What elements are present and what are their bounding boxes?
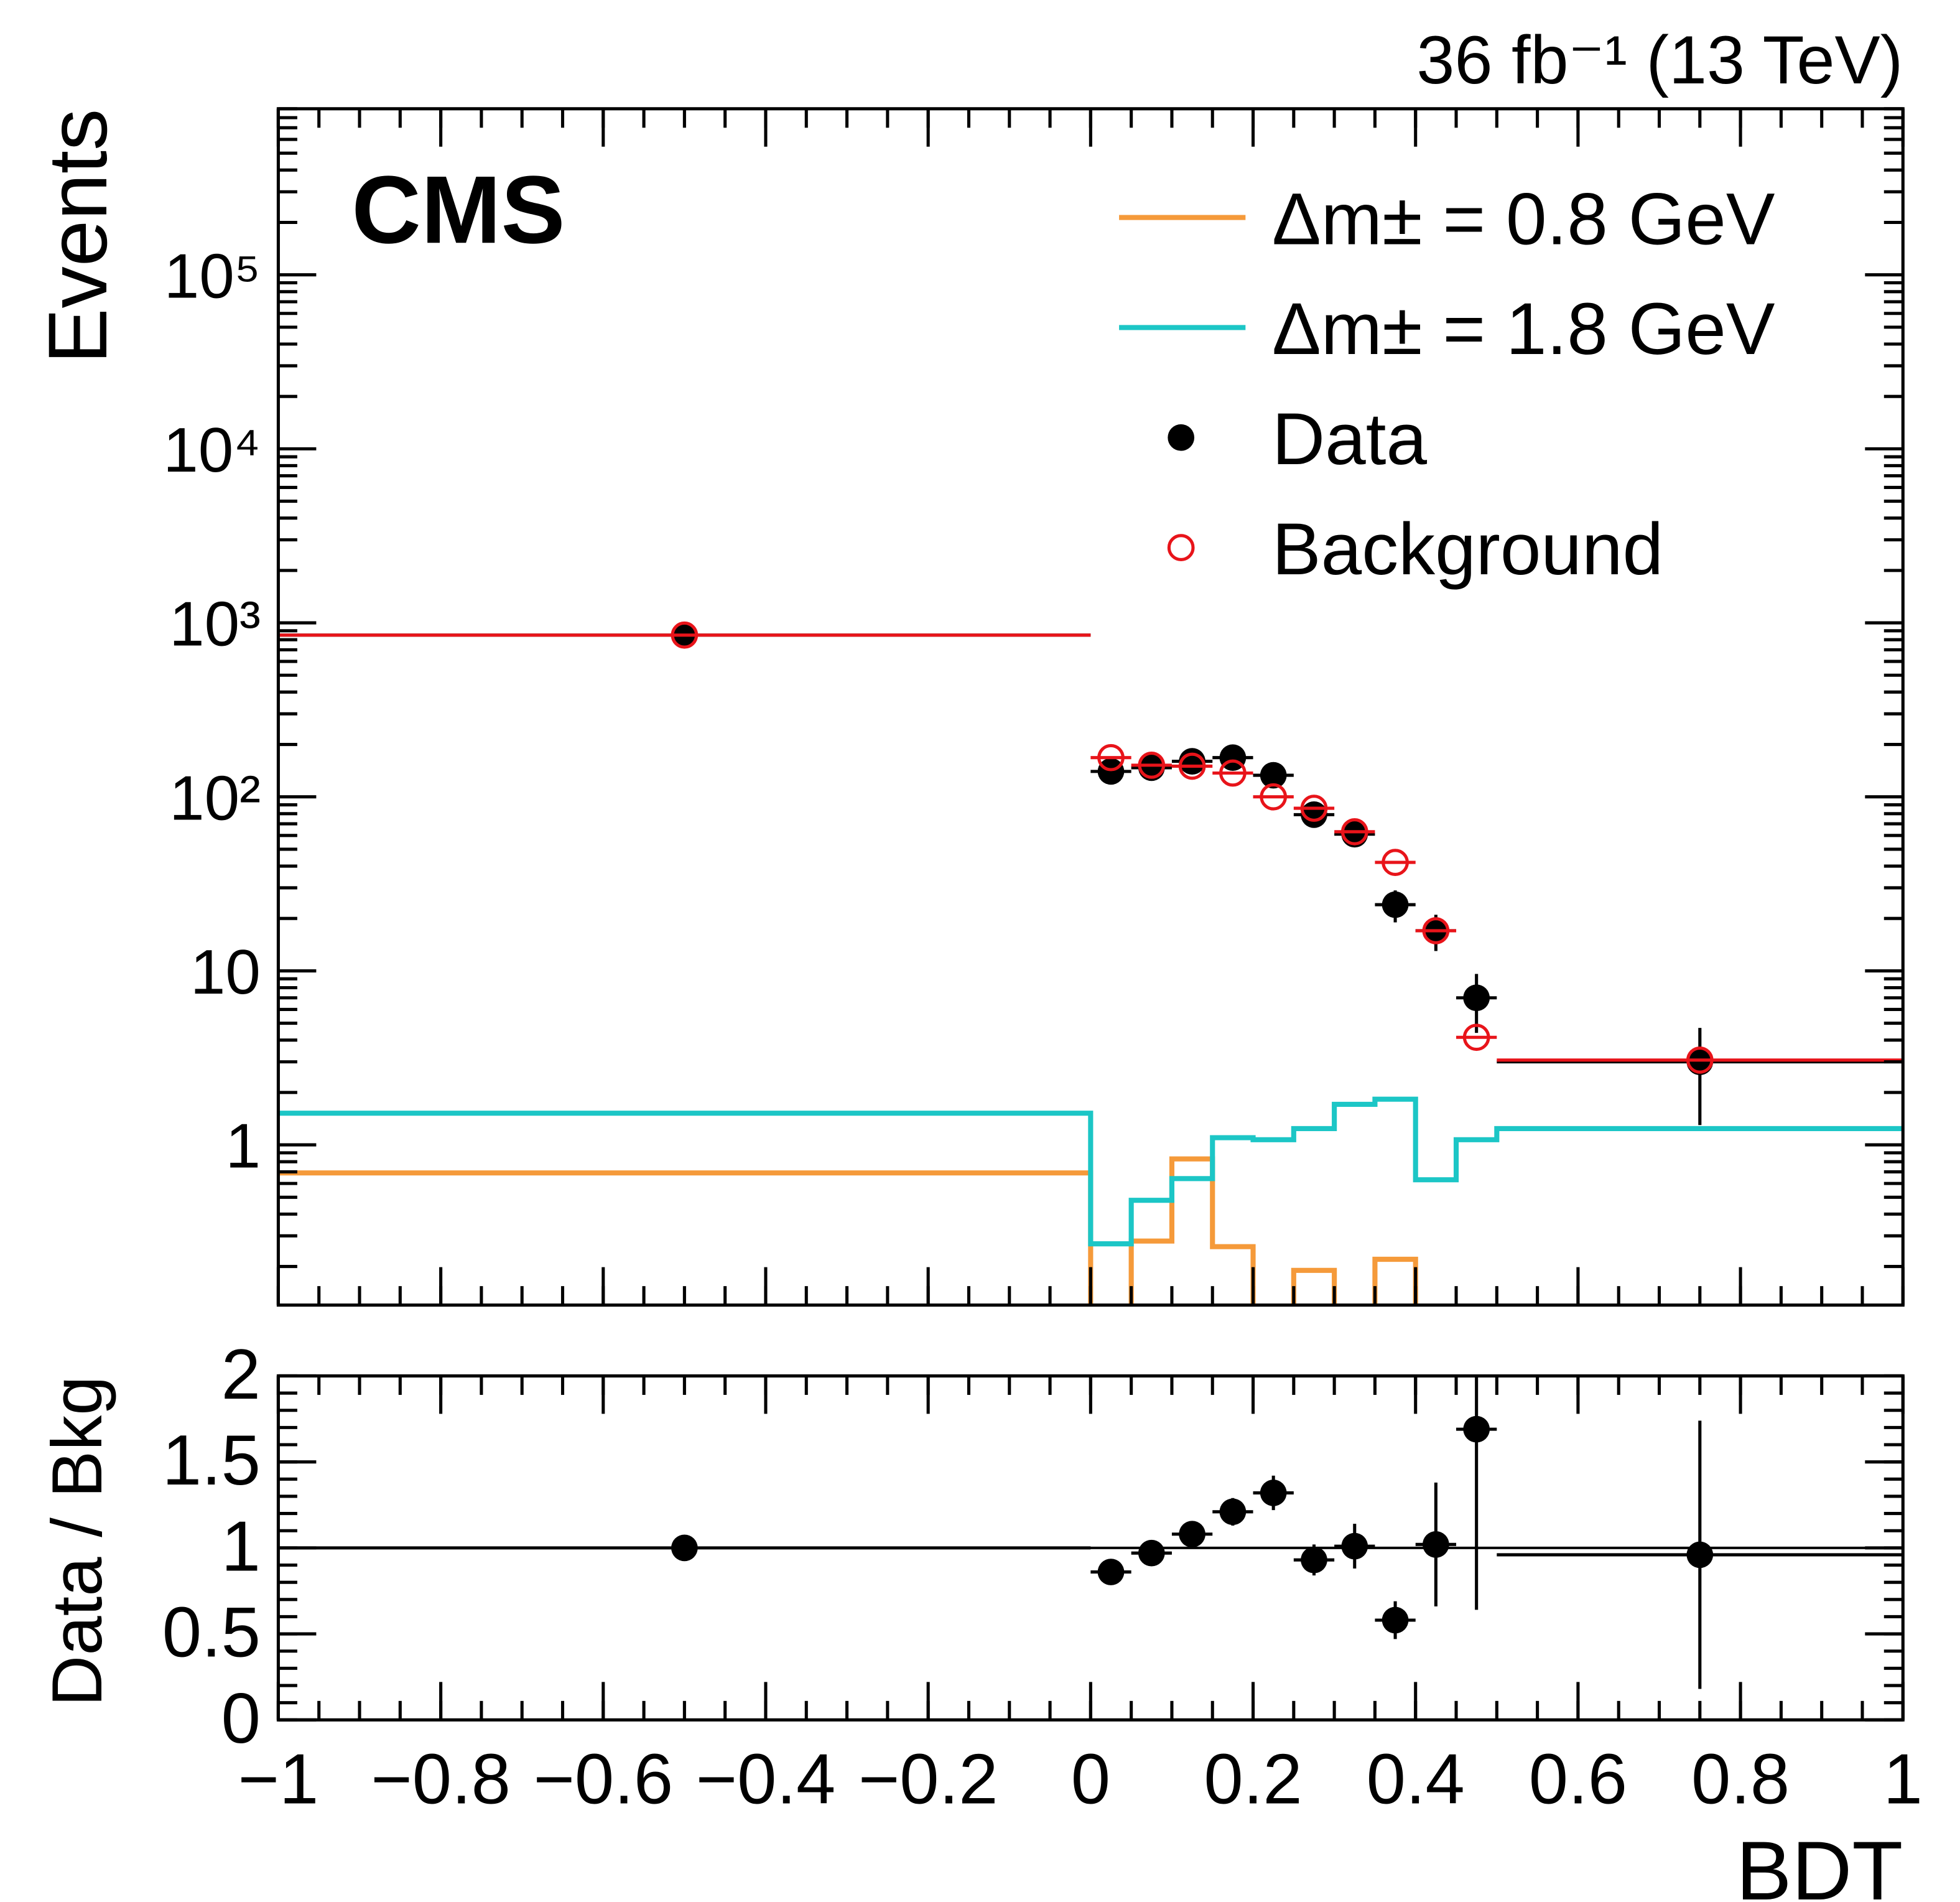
legend-label: Δm± = 1.8 GeV	[1272, 287, 1775, 370]
marker	[1097, 758, 1125, 785]
x-tick-label: −0.6	[533, 1740, 673, 1819]
marker	[1423, 1531, 1449, 1558]
legend-label: Δm± = 0.8 GeV	[1272, 177, 1775, 259]
chart-title: 36 fb⁻¹ (13 TeV)	[1416, 22, 1903, 98]
marker	[1138, 752, 1166, 779]
marker	[1462, 1023, 1490, 1051]
marker	[1219, 759, 1247, 787]
x-tick-label: 0.8	[1691, 1740, 1790, 1819]
y-tick-label: 10³	[169, 589, 261, 660]
x-tick-label: 0	[1071, 1740, 1110, 1819]
x-axis-title: BDT	[1736, 1825, 1903, 1902]
marker	[1178, 752, 1206, 780]
marker	[1382, 891, 1409, 918]
legend-marker	[1167, 534, 1195, 561]
marker	[671, 621, 699, 649]
step-line	[278, 1096, 1903, 1247]
y-tick-label: 10⁵	[164, 240, 261, 311]
y-tick-label: 1	[221, 1507, 261, 1586]
marker	[1382, 849, 1409, 876]
x-tick-label: 0.4	[1367, 1740, 1465, 1819]
marker	[1260, 1480, 1287, 1506]
x-tick-label: 1	[1883, 1740, 1923, 1819]
x-tick-label: −0.8	[371, 1740, 511, 1819]
cms-label: CMS	[351, 156, 565, 263]
x-tick-label: 0.6	[1529, 1740, 1627, 1819]
marker	[671, 1534, 698, 1562]
y-tick-label: 2	[221, 1335, 261, 1414]
y-tick-label: 0	[221, 1679, 261, 1758]
marker	[1463, 1415, 1490, 1443]
legend-label: Data	[1272, 398, 1427, 480]
marker	[1179, 1521, 1205, 1548]
y-tick-label: 10²	[169, 762, 261, 833]
ratio-axis-title: Data / Bkg	[38, 1376, 117, 1706]
legend-marker	[1168, 424, 1195, 451]
marker	[1341, 1532, 1368, 1560]
y-tick-label: 1.5	[162, 1421, 261, 1500]
x-tick-label: −0.4	[696, 1740, 836, 1819]
marker	[1138, 1539, 1165, 1567]
y-tick-label: 10⁴	[163, 414, 261, 485]
y-tick-label: 1	[225, 1111, 261, 1182]
ratio-plot-area	[278, 1376, 1903, 1689]
marker	[1463, 984, 1490, 1012]
legend-label: Background	[1272, 508, 1663, 590]
x-tick-label: −1	[238, 1740, 319, 1819]
y-axis-title: Events	[32, 109, 124, 364]
marker	[1260, 783, 1288, 811]
y-tick-label: 0.5	[162, 1593, 261, 1672]
y-tick-label: 10	[190, 936, 261, 1007]
marker	[1340, 818, 1368, 846]
marker	[1686, 1046, 1714, 1074]
marker	[1382, 1606, 1409, 1634]
x-tick-label: 0.2	[1204, 1740, 1302, 1819]
marker	[1097, 744, 1125, 772]
x-tick-label: −0.2	[858, 1740, 998, 1819]
marker	[1097, 1559, 1125, 1585]
top-plot-area	[278, 621, 1903, 1305]
marker	[1422, 917, 1450, 944]
marker	[1686, 1541, 1714, 1569]
marker	[1260, 762, 1287, 789]
marker	[1301, 1546, 1327, 1573]
marker	[1219, 1498, 1247, 1526]
marker	[1300, 795, 1328, 822]
